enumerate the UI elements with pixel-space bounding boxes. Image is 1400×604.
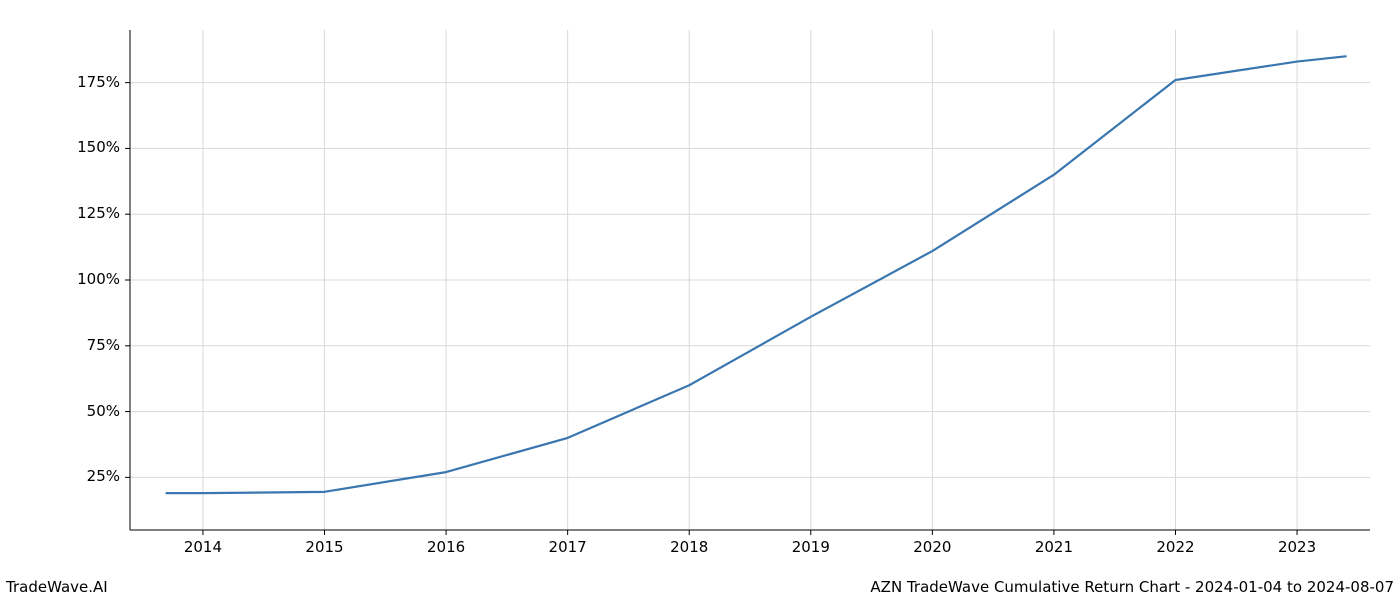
y-tick-label: 175% (60, 73, 120, 91)
cumulative-return-chart: 25% 50% 75% 100% 125% 150% 175% 2014 2015 2016 201… (0, 0, 1400, 600)
x-tick-label: 2014 (173, 538, 233, 556)
x-tick-label: 2019 (781, 538, 841, 556)
x-tick-label: 2020 (902, 538, 962, 556)
x-tick-label: 2015 (295, 538, 355, 556)
x-tick-label: 2017 (538, 538, 598, 556)
x-tick-label: 2018 (659, 538, 719, 556)
y-tick-label: 100% (60, 270, 120, 288)
y-tick-label: 125% (60, 204, 120, 222)
x-tick-label: 2023 (1267, 538, 1327, 556)
y-tick-label: 75% (60, 336, 120, 354)
x-tick-label: 2016 (416, 538, 476, 556)
x-tick-label: 2022 (1145, 538, 1205, 556)
x-tick-label: 2021 (1024, 538, 1084, 556)
y-tick-label: 25% (60, 467, 120, 485)
chart-svg (0, 0, 1400, 600)
y-tick-label: 50% (60, 402, 120, 420)
y-tick-label: 150% (60, 138, 120, 156)
footer-brand: TradeWave.AI (6, 578, 108, 596)
footer-caption: AZN TradeWave Cumulative Return Chart - … (870, 578, 1394, 596)
